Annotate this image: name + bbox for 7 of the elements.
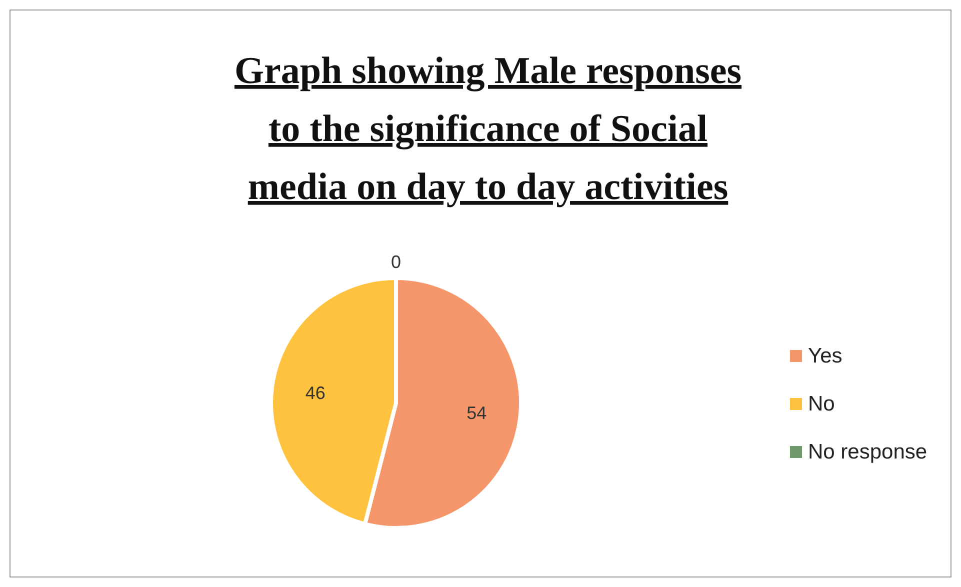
legend-label: No	[808, 392, 835, 416]
text: 0	[390, 252, 402, 272]
legend-label: Yes	[808, 344, 842, 368]
legend-label: No response	[808, 440, 928, 464]
data-label: 46	[305, 382, 326, 403]
data-label: 54	[466, 403, 487, 424]
chart-title: Graph showing Male responses to the significance of Social media on day to day activities	[234, 50, 742, 208]
